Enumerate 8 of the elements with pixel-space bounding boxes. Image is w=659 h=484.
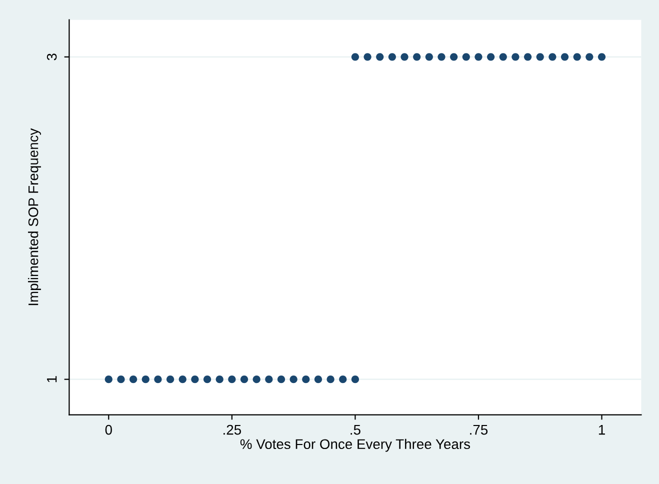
- y-axis-title: Implimented SOP Frequency: [28, 128, 41, 306]
- x-tick-label: 1: [598, 425, 605, 435]
- x-tick-label: .75: [470, 425, 488, 435]
- x-axis-title: % Votes For Once Every Three Years: [240, 438, 470, 452]
- y-tick-label: 3: [46, 54, 57, 60]
- x-tick-label: 0: [105, 424, 112, 435]
- x-tick-label: .5: [350, 425, 360, 435]
- x-tick-label: .25: [224, 424, 241, 435]
